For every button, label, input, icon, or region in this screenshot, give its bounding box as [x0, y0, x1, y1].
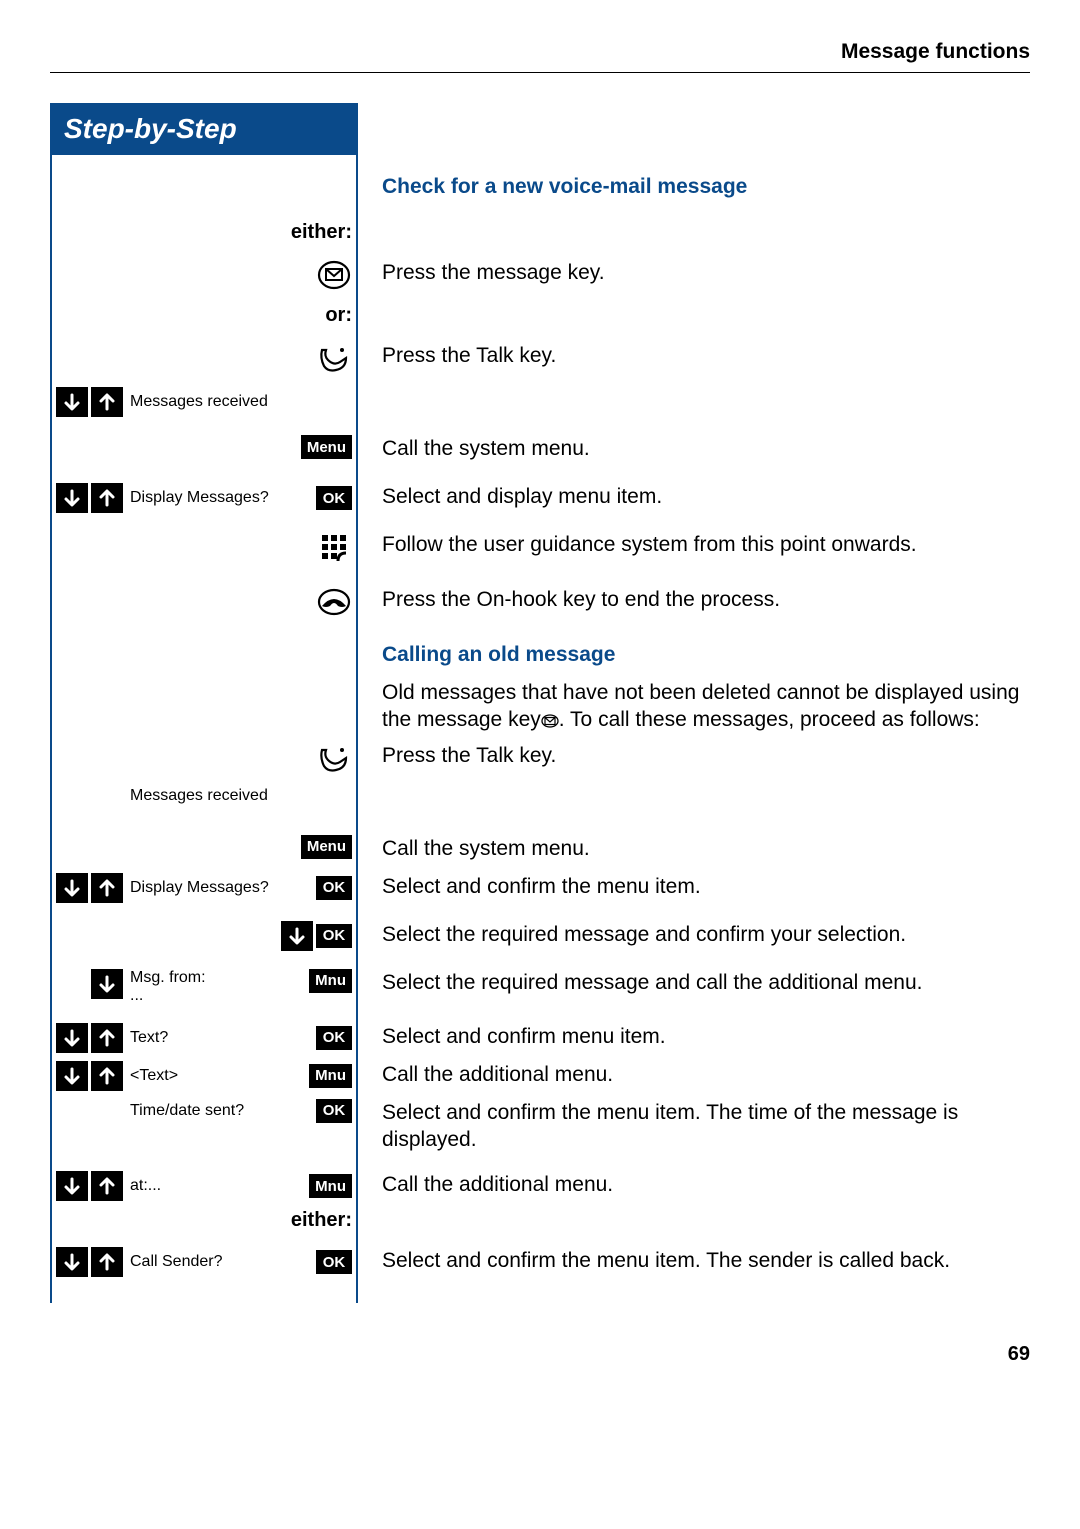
text-select-confirm-sender: Select and confirm the menu item. The se…: [358, 1247, 1030, 1274]
text-select-confirm-time: Select and confirm the menu item. The ti…: [358, 1099, 1030, 1154]
arrow-up-icon: [91, 387, 123, 417]
text-press-message-key: Press the message key.: [358, 259, 1030, 286]
mnu-badge: Mnu: [309, 969, 352, 993]
arrow-down-icon: [56, 1061, 88, 1091]
text-call-system-menu-2: Call the system menu.: [358, 835, 1030, 862]
mnu-badge: Mnu: [309, 1174, 352, 1198]
arrow-down-icon: [56, 483, 88, 513]
text-select-required-additional: Select the required message and call the…: [358, 969, 1030, 996]
ok-badge: OK: [316, 924, 352, 948]
arrow-up-icon: [91, 1023, 123, 1053]
label-at: at:...: [126, 1177, 309, 1195]
message-key-mini-icon: [541, 714, 559, 728]
text-call-additional-menu: Call the additional menu.: [358, 1061, 1030, 1088]
section-title-voicemail: Check for a new voice-mail message: [358, 173, 1030, 200]
arrow-down-icon: [56, 873, 88, 903]
section-title-old-message: Calling an old message: [358, 641, 1030, 668]
label-either: either:: [291, 221, 352, 244]
text-intro-old-message: Old messages that have not been deleted …: [358, 679, 1030, 734]
arrow-down-icon: [56, 1023, 88, 1053]
label-either-2: either:: [291, 1209, 352, 1232]
arrow-up-icon: [91, 483, 123, 513]
arrow-up-icon: [91, 1171, 123, 1201]
text-select-confirm-item: Select and confirm menu item.: [358, 1023, 1030, 1050]
label-messages-received: Messages received: [126, 393, 352, 411]
text-follow-guidance: Follow the user guidance system from thi…: [358, 531, 1030, 558]
label-or: or:: [325, 304, 352, 327]
ok-badge: OK: [316, 486, 352, 510]
text-call-additional-menu-2: Call the additional menu.: [358, 1171, 1030, 1198]
text-select-confirm-menu: Select and confirm the menu item.: [358, 873, 1030, 900]
menu-badge: Menu: [301, 435, 352, 459]
label-msg-from: Msg. from:: [130, 969, 309, 987]
text-call-system-menu: Call the system menu.: [358, 435, 1030, 462]
arrow-down-icon: [91, 969, 123, 999]
label-messages-received-2: Messages received: [126, 787, 352, 805]
arrow-down-icon: [56, 1247, 88, 1277]
text-select-required-confirm: Select the required message and confirm …: [358, 921, 1030, 948]
label-msg-from-dots: ...: [130, 987, 309, 1005]
arrow-up-icon: [91, 1247, 123, 1277]
label-text-angle: <Text>: [126, 1067, 309, 1085]
page-header: Message functions: [50, 40, 1030, 73]
menu-badge: Menu: [301, 835, 352, 859]
label-display-messages-2: Display Messages?: [126, 879, 316, 897]
page-number: 69: [50, 1343, 1030, 1366]
text-select-display-menu: Select and display menu item.: [358, 483, 1030, 510]
arrow-up-icon: [91, 1061, 123, 1091]
talk-key-icon: [316, 342, 352, 379]
label-call-sender: Call Sender?: [126, 1253, 316, 1271]
ok-badge: OK: [316, 1250, 352, 1274]
ok-badge: OK: [316, 1099, 352, 1123]
step-by-step-header: Step-by-Step: [50, 103, 358, 155]
text-press-onhook: Press the On-hook key to end the process…: [358, 586, 1030, 613]
text-press-talk-key-2: Press the Talk key.: [358, 742, 1030, 769]
ok-badge: OK: [316, 1026, 352, 1050]
ok-badge: OK: [316, 876, 352, 900]
onhook-icon: [316, 586, 352, 623]
message-key-icon: [316, 259, 352, 296]
label-text-q: Text?: [126, 1029, 316, 1047]
keypad-icon: [316, 531, 352, 568]
talk-key-icon: [316, 742, 352, 779]
arrow-up-icon: [91, 873, 123, 903]
arrow-down-icon: [56, 1171, 88, 1201]
label-display-messages: Display Messages?: [126, 489, 316, 507]
label-time-date-sent: Time/date sent?: [126, 1102, 316, 1120]
arrow-down-icon: [281, 921, 313, 951]
arrow-down-icon: [56, 387, 88, 417]
mnu-badge: Mnu: [309, 1064, 352, 1088]
text-press-talk-key: Press the Talk key.: [358, 342, 1030, 369]
